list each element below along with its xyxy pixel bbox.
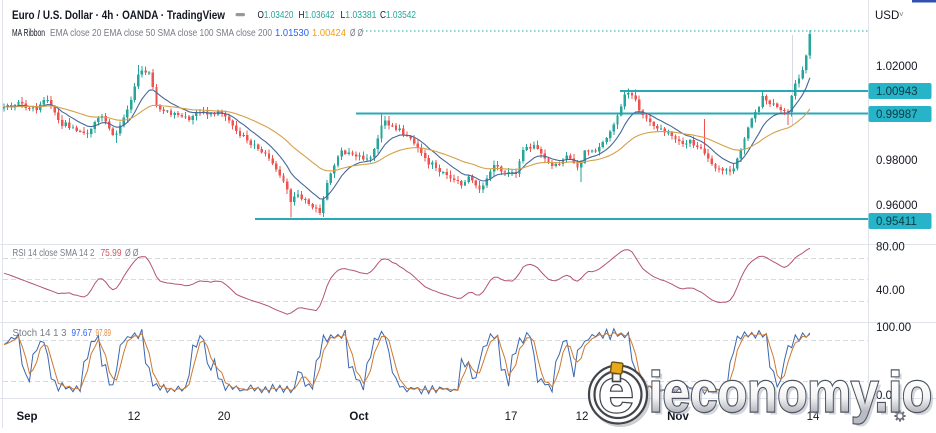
svg-text:USD: USD [875,10,899,22]
svg-text:97.67: 97.67 [72,327,93,339]
svg-text:12: 12 [128,411,141,423]
svg-text:1.01530: 1.01530 [275,27,309,39]
svg-text:0.98000: 0.98000 [876,155,918,167]
svg-text:1.02000: 1.02000 [876,61,918,73]
svg-text:0.99987: 0.99987 [876,109,918,121]
svg-text:0.96000: 0.96000 [876,200,918,212]
svg-text:Stoch 14 1 3: Stoch 14 1 3 [13,327,67,339]
svg-text:17: 17 [505,411,518,423]
svg-text:MA Ribbon: MA Ribbon [12,27,45,39]
svg-text:Nov: Nov [667,411,689,423]
svg-text:20: 20 [218,411,231,423]
svg-text:Oct: Oct [349,411,368,423]
svg-text:40.00: 40.00 [876,285,905,297]
svg-text:H1.03642: H1.03642 [299,9,335,21]
svg-text:1.00424: 1.00424 [312,27,346,39]
svg-text:RSI 14 close SMA 14 2: RSI 14 close SMA 14 2 [13,247,95,259]
svg-text:C1.03542: C1.03542 [380,9,416,21]
svg-text:˅: ˅ [899,10,904,19]
svg-text:97.89: 97.89 [96,327,112,339]
svg-text:Ø Ø: Ø Ø [125,247,139,259]
svg-text:O1.03420: O1.03420 [258,9,294,21]
svg-text:80.00: 80.00 [876,242,905,254]
svg-text:1.00943: 1.00943 [876,86,918,98]
svg-text:14: 14 [807,411,820,423]
svg-text:100.00: 100.00 [876,322,911,334]
svg-text:0.95411: 0.95411 [876,216,917,228]
svg-text:0.00: 0.00 [876,390,898,402]
svg-text:L1.03381: L1.03381 [341,9,377,21]
svg-text:Sep: Sep [16,411,37,423]
svg-text:75.99: 75.99 [101,247,122,259]
svg-text:ieconomy.io: ieconomy.io [649,361,932,425]
svg-text:Euro / U.S. Dollar · 4h · OAND: Euro / U.S. Dollar · 4h · OANDA · Tradin… [12,8,226,22]
svg-text:12: 12 [576,411,589,423]
svg-text:Ø Ø: Ø Ø [350,27,363,39]
svg-text:EMA close 20 EMA close 50 SMA: EMA close 20 EMA close 50 SMA close 100 … [50,27,272,39]
svg-text:ieconomy.io: ieconomy.io [652,364,935,428]
